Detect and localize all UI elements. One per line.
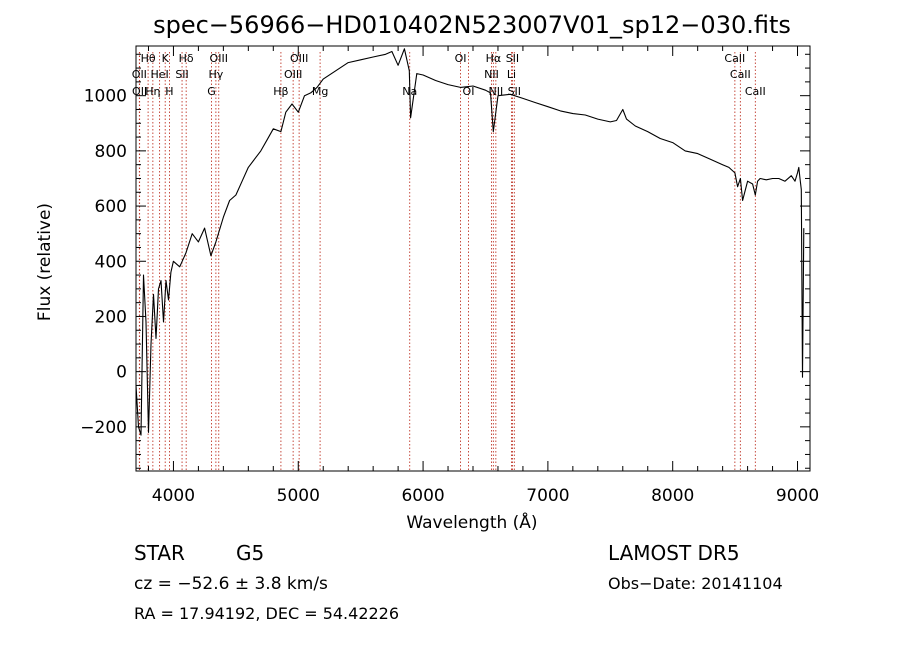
spectral-line-label: NII: [484, 68, 499, 81]
spectral-line-label: OIII: [290, 52, 308, 65]
spectral-line-label: OI: [463, 85, 475, 98]
object-class: STAR: [134, 541, 185, 565]
y-tick-label: 1000: [84, 87, 127, 107]
y-tick-label: −200: [80, 418, 127, 438]
spectral-line-label: Mg: [312, 85, 328, 98]
spectral-line-label: Hβ: [273, 85, 288, 98]
x-tick-label: 8000: [651, 486, 694, 506]
y-tick-label: 400: [95, 252, 127, 272]
y-axis-label: Flux (relative): [35, 203, 55, 321]
y-tick-label: 200: [95, 307, 127, 327]
survey-name: LAMOST DR5: [608, 541, 740, 565]
spectral-line-label: Hθ: [141, 52, 156, 65]
spectral-line-label: OII: [132, 68, 147, 81]
coordinates: RA = 17.94192, DEC = 54.42226: [134, 604, 399, 623]
y-axis: −200 0 200 400 600 800 1000: [80, 53, 810, 469]
x-tick-label: 9000: [776, 486, 819, 506]
spectral-line-label: CaII: [745, 85, 766, 98]
spectral-line-label: OIII: [210, 52, 228, 65]
x-axis-label: Wavelength (Å): [406, 511, 537, 533]
x-tick-label: 5000: [277, 486, 320, 506]
spectral-line-label: CaII: [730, 68, 751, 81]
spectral-line-label: OIII: [284, 68, 302, 81]
spectral-line-label: Li: [507, 68, 516, 81]
y-tick-label: 0: [116, 363, 127, 383]
spectral-line-label: HeI: [150, 68, 168, 81]
spectral-line-label: Hη: [145, 85, 160, 98]
spectral-line-label: OI: [455, 52, 467, 65]
spectral-line-label: G: [207, 85, 216, 98]
y-tick-label: 600: [95, 197, 127, 217]
chart-title: spec−56966−HD010402N523007V01_sp12−030.f…: [153, 11, 791, 39]
observation-date: Obs−Date: 20141104: [608, 574, 783, 593]
spectral-line-label: Hα: [486, 52, 502, 65]
spectral-line-label: K: [162, 52, 170, 65]
spectral-line-label: CaII: [724, 52, 745, 65]
y-tick-label: 800: [95, 142, 127, 162]
x-tick-label: 4000: [152, 486, 195, 506]
spectral-line-label: NII: [488, 85, 503, 98]
spectrum-line: [135, 48, 805, 436]
spectral-line-label: Hδ: [179, 52, 194, 65]
object-subclass: G5: [236, 541, 264, 565]
spectral-line-label: Hγ: [208, 68, 223, 81]
spectral-line-label: H: [165, 85, 173, 98]
x-tick-label: 7000: [526, 486, 569, 506]
spectral-line-labels: Hθ K Hδ OIII OIII OI Hα SII CaII OII HeI SII Hγ OIII N…: [132, 52, 766, 98]
redshift-value: cz = −52.6 ± 3.8 km/s: [134, 574, 328, 594]
x-axis: 4000 5000 6000 7000 8000 9000: [147, 46, 819, 506]
spectral-line-label: SII: [506, 52, 519, 65]
spectral-line-label: SII: [175, 68, 188, 81]
spectral-line-markers: [138, 52, 756, 471]
x-tick-label: 6000: [401, 486, 444, 506]
plot-frame: [135, 45, 811, 472]
